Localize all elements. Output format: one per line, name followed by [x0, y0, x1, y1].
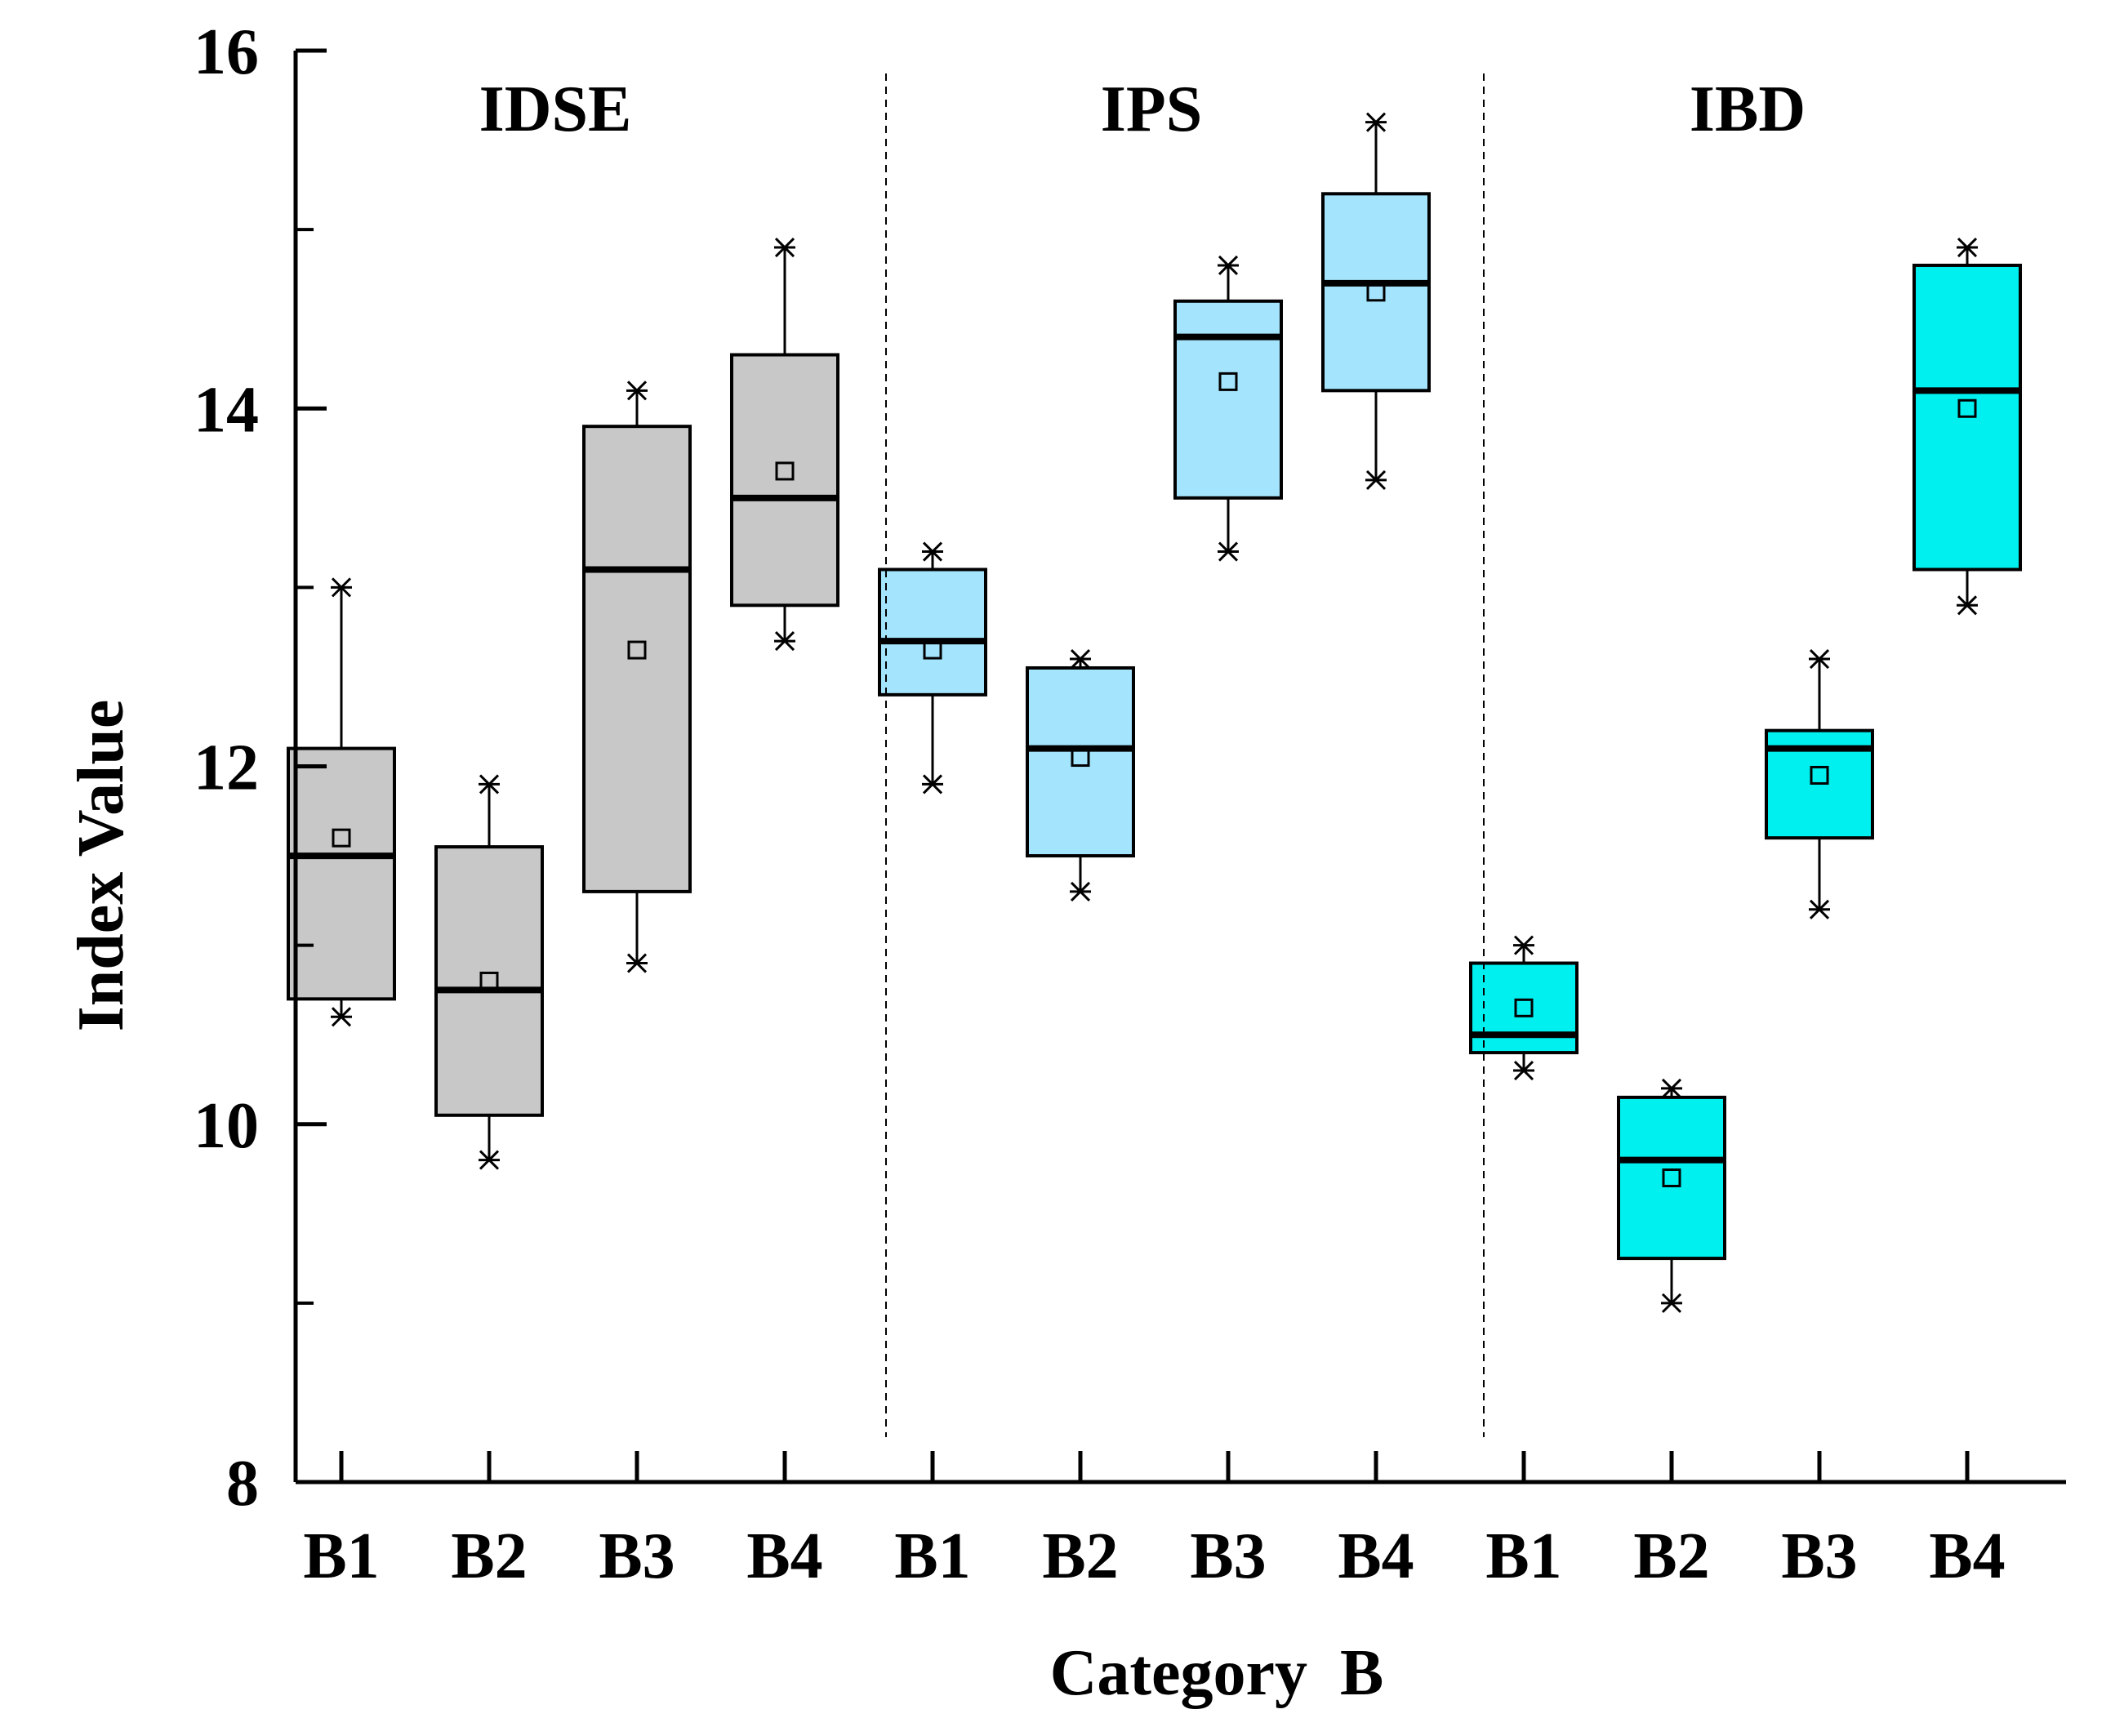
max-marker-ips-b1 [922, 541, 943, 562]
x-tick-label-ips-b2: B2 [1042, 1520, 1118, 1592]
mean-marker-idse-b2 [479, 971, 499, 990]
y-tick-label-8: 8 [226, 1448, 259, 1520]
max-marker-ips-b3 [1218, 255, 1239, 276]
max-marker-ips-b2 [1070, 648, 1091, 670]
min-marker-ips-b1 [922, 774, 943, 795]
y-tick-label-14: 14 [194, 374, 259, 446]
group-title-ips: IPS [1101, 73, 1203, 145]
mean-marker-ibd-b4 [1957, 398, 1977, 418]
min-marker-ips-b4 [1365, 470, 1387, 490]
mean-marker-ibd-b3 [1810, 765, 1829, 785]
y-axis-title: Index Value [65, 700, 137, 1032]
x-axis-title: Category B [1050, 1637, 1384, 1709]
max-marker-idse-b4 [774, 237, 795, 258]
axes-layer [293, 48, 2066, 1485]
x-tick-label-ibd-b4: B4 [1929, 1520, 2005, 1592]
box-ibd-b1 [1469, 961, 1579, 1055]
x-tick-label-ibd-b3: B3 [1781, 1520, 1857, 1592]
min-marker-ibd-b4 [1957, 595, 1978, 616]
box-ips-b4 [1321, 192, 1431, 393]
x-tick-label-ips-b3: B3 [1190, 1520, 1266, 1592]
max-marker-ibd-b2 [1661, 1078, 1682, 1098]
mean-marker-idse-b1 [332, 828, 351, 848]
box-ibd-b2 [1617, 1095, 1726, 1261]
mean-marker-ips-b4 [1366, 283, 1386, 302]
y-tick-label-10: 10 [194, 1090, 259, 1162]
mean-marker-idse-b3 [627, 640, 647, 660]
max-marker-ips-b4 [1365, 112, 1387, 132]
x-tick-label-idse-b1: B1 [303, 1520, 379, 1592]
box-idse-b2 [434, 845, 544, 1117]
max-marker-ibd-b3 [1809, 648, 1830, 670]
y-tick-label-16: 16 [194, 16, 259, 88]
mean-marker-ibd-b1 [1514, 998, 1534, 1017]
max-marker-idse-b1 [331, 577, 352, 598]
min-marker-idse-b4 [774, 631, 795, 652]
y-tick-label-12: 12 [194, 732, 259, 804]
max-marker-idse-b3 [626, 381, 648, 401]
x-tick-label-idse-b2: B2 [451, 1520, 527, 1592]
mean-marker-ips-b2 [1071, 748, 1090, 768]
min-marker-ips-b2 [1070, 881, 1091, 901]
box-ips-b3 [1173, 299, 1283, 500]
group-title-ibd: IBD [1690, 73, 1806, 145]
max-marker-idse-b2 [479, 774, 500, 795]
min-marker-ibd-b1 [1513, 1060, 1534, 1081]
mean-marker-ibd-b2 [1662, 1168, 1681, 1187]
x-tick-label-ibd-b2: B2 [1633, 1520, 1709, 1592]
boxes-layer [287, 112, 2022, 1313]
min-marker-idse-b1 [331, 1007, 352, 1027]
max-marker-ibd-b1 [1513, 935, 1534, 955]
box-ips-b2 [1026, 665, 1135, 858]
x-tick-label-ips-b4: B4 [1338, 1520, 1414, 1592]
group-title-idse: IDSE [479, 73, 632, 145]
max-marker-ibd-b4 [1957, 237, 1978, 258]
min-marker-idse-b2 [479, 1150, 500, 1170]
mean-marker-ips-b1 [923, 640, 942, 660]
min-marker-ibd-b2 [1661, 1293, 1682, 1313]
x-tick-label-idse-b4: B4 [746, 1520, 822, 1592]
x-tick-label-ips-b1: B1 [894, 1520, 970, 1592]
box-ips-b1 [878, 568, 987, 697]
min-marker-idse-b3 [626, 953, 648, 973]
min-marker-ips-b3 [1218, 541, 1239, 562]
x-tick-label-ibd-b1: B1 [1485, 1520, 1561, 1592]
mean-marker-ips-b3 [1218, 372, 1238, 391]
mean-marker-idse-b4 [775, 461, 795, 481]
x-tick-label-idse-b3: B3 [599, 1520, 675, 1592]
min-marker-ibd-b3 [1809, 899, 1830, 919]
box-idse-b1 [287, 746, 396, 1001]
text-layer: Index Value Category B IDSE IPS IBD 8 10 12 14… [65, 16, 2006, 1709]
